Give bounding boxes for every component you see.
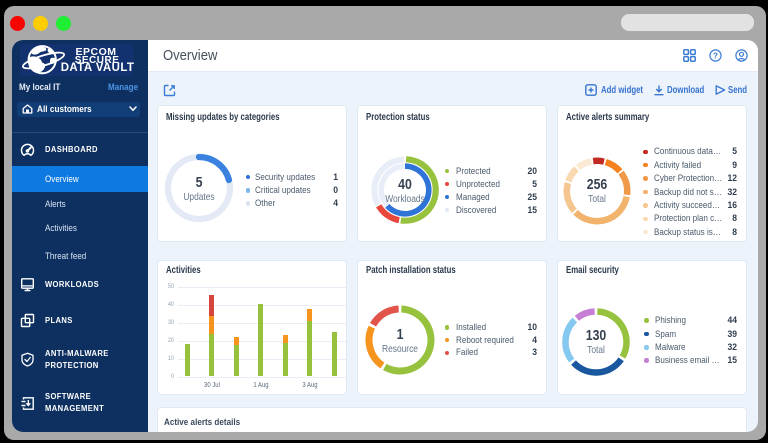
svg-text:?: ? [713,51,718,60]
